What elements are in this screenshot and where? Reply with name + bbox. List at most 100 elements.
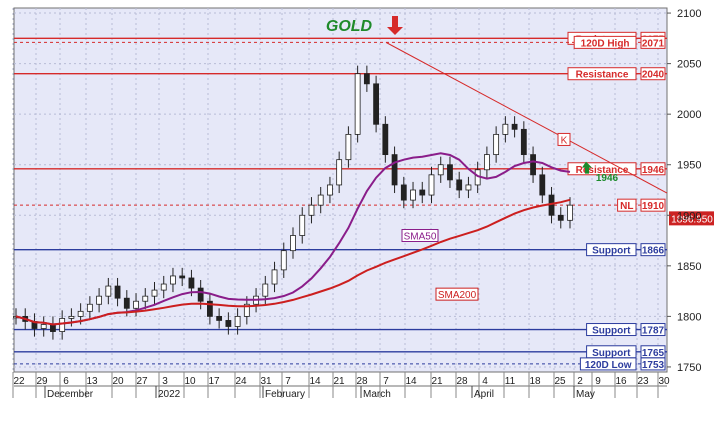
level-label: Support — [592, 326, 631, 337]
candle-body — [539, 174, 546, 196]
price-series — [13, 65, 573, 340]
x-axis: 22 29 6 13 20 27 3 10 17 24 31 7 14 21 28 7 14 21 28 4 11 18 2… — [12, 372, 670, 400]
candle-body — [50, 324, 56, 332]
x-tick-label: 6 — [63, 376, 69, 387]
x-tick-label: 7 — [383, 376, 389, 387]
candle-body — [133, 300, 139, 309]
x-tick-label: 21 — [431, 376, 443, 387]
x-tick-label: 21 — [333, 376, 345, 387]
level-label: Resistance — [576, 70, 629, 81]
candle-body — [483, 154, 490, 171]
candle-body — [114, 285, 121, 299]
level-label-box — [573, 35, 637, 49]
candle-body — [373, 83, 380, 125]
candle-body — [520, 128, 527, 156]
candle-body — [262, 283, 269, 297]
candle-body — [96, 295, 102, 305]
level-value: 1787 — [642, 326, 665, 337]
x-tick-label: 14 — [405, 376, 417, 387]
candle-body — [59, 318, 66, 332]
level-label-box — [579, 357, 637, 371]
candle-body — [456, 179, 463, 191]
candle-body — [216, 315, 223, 321]
y-tick-label: 1800 — [677, 311, 701, 323]
candle-body — [105, 285, 112, 297]
month-label: February — [265, 389, 305, 400]
candle-body — [437, 164, 444, 176]
level-value: 2040 — [642, 70, 665, 81]
sma200-label: SMA200 — [438, 290, 477, 301]
x-tick-label: 3 — [162, 376, 168, 387]
x-tick-label: 23 — [637, 376, 649, 387]
price-levels: 2075Resistance2071120D High2040Resistanc… — [14, 31, 667, 371]
level-label: Resistance — [576, 165, 629, 176]
candle-body — [160, 283, 167, 291]
month-label: 2022 — [158, 389, 181, 400]
candle-body — [225, 320, 232, 327]
candle-body — [179, 275, 186, 279]
k-marker-box — [557, 132, 571, 146]
annotations: SMA50 SMA200 K 1946 1896.950 — [385, 16, 714, 301]
sma200-line — [15, 198, 571, 326]
level-label-box — [567, 67, 637, 81]
x-tick-label: 29 — [36, 376, 48, 387]
x-tick-label: 30 — [658, 376, 670, 387]
x-tick-label: 4 — [482, 376, 488, 387]
x-tick-label: 20 — [112, 376, 124, 387]
month-label: April — [474, 389, 494, 400]
candle-body — [68, 315, 75, 319]
candle-body — [400, 184, 407, 201]
candle-body — [197, 287, 204, 302]
level-value: 2071 — [642, 38, 665, 49]
candle-body — [419, 189, 426, 196]
trendline — [385, 41, 668, 194]
y-tick-label: 1850 — [677, 261, 701, 273]
candle-body — [188, 277, 195, 289]
level-value-box — [640, 323, 666, 337]
candle-body — [327, 184, 333, 196]
candle-body — [308, 204, 315, 216]
candle-body — [206, 300, 213, 317]
x-tick-label: 28 — [356, 376, 368, 387]
x-tick-label: 22 — [13, 376, 25, 387]
y-tick-label: 2100 — [677, 8, 701, 20]
candle-body — [363, 73, 370, 85]
level-value: 1753 — [642, 360, 665, 371]
x-tick-label: 24 — [235, 376, 247, 387]
candle-body — [336, 159, 343, 186]
candle-body — [86, 303, 93, 312]
month-label: May — [576, 389, 595, 400]
candle-body — [170, 275, 176, 285]
candle-body — [40, 324, 47, 329]
x-tick-label: 25 — [554, 376, 566, 387]
x-tick-label: 2 — [577, 376, 583, 387]
candle-body — [465, 184, 472, 191]
candle-body — [345, 133, 352, 161]
sma50-label-box — [401, 229, 439, 242]
level-value: 1910 — [642, 201, 665, 212]
level-value: 1946 — [642, 165, 665, 176]
chart-title: GOLD — [326, 18, 373, 35]
candle-body — [447, 164, 453, 181]
candle-body — [502, 123, 509, 135]
candle-body — [290, 235, 296, 252]
level-value: 1765 — [642, 348, 665, 359]
level-label: 120D High — [581, 38, 630, 49]
y-tick-label: 2000 — [677, 109, 701, 121]
candle-body — [354, 73, 361, 135]
level-value-box — [640, 162, 666, 176]
x-tick-label: 9 — [595, 376, 601, 387]
candle-body — [410, 189, 416, 201]
candle-body — [151, 289, 158, 297]
sma200-label-box — [435, 287, 479, 301]
candle-body — [493, 133, 500, 156]
candle-body — [511, 123, 518, 130]
x-tick-label: 13 — [86, 376, 98, 387]
level-value-box — [640, 198, 666, 212]
x-tick-label: 17 — [208, 376, 220, 387]
last-price-badge — [669, 211, 714, 226]
up-arrow-icon — [582, 161, 592, 174]
x-tick-label: 27 — [136, 376, 148, 387]
